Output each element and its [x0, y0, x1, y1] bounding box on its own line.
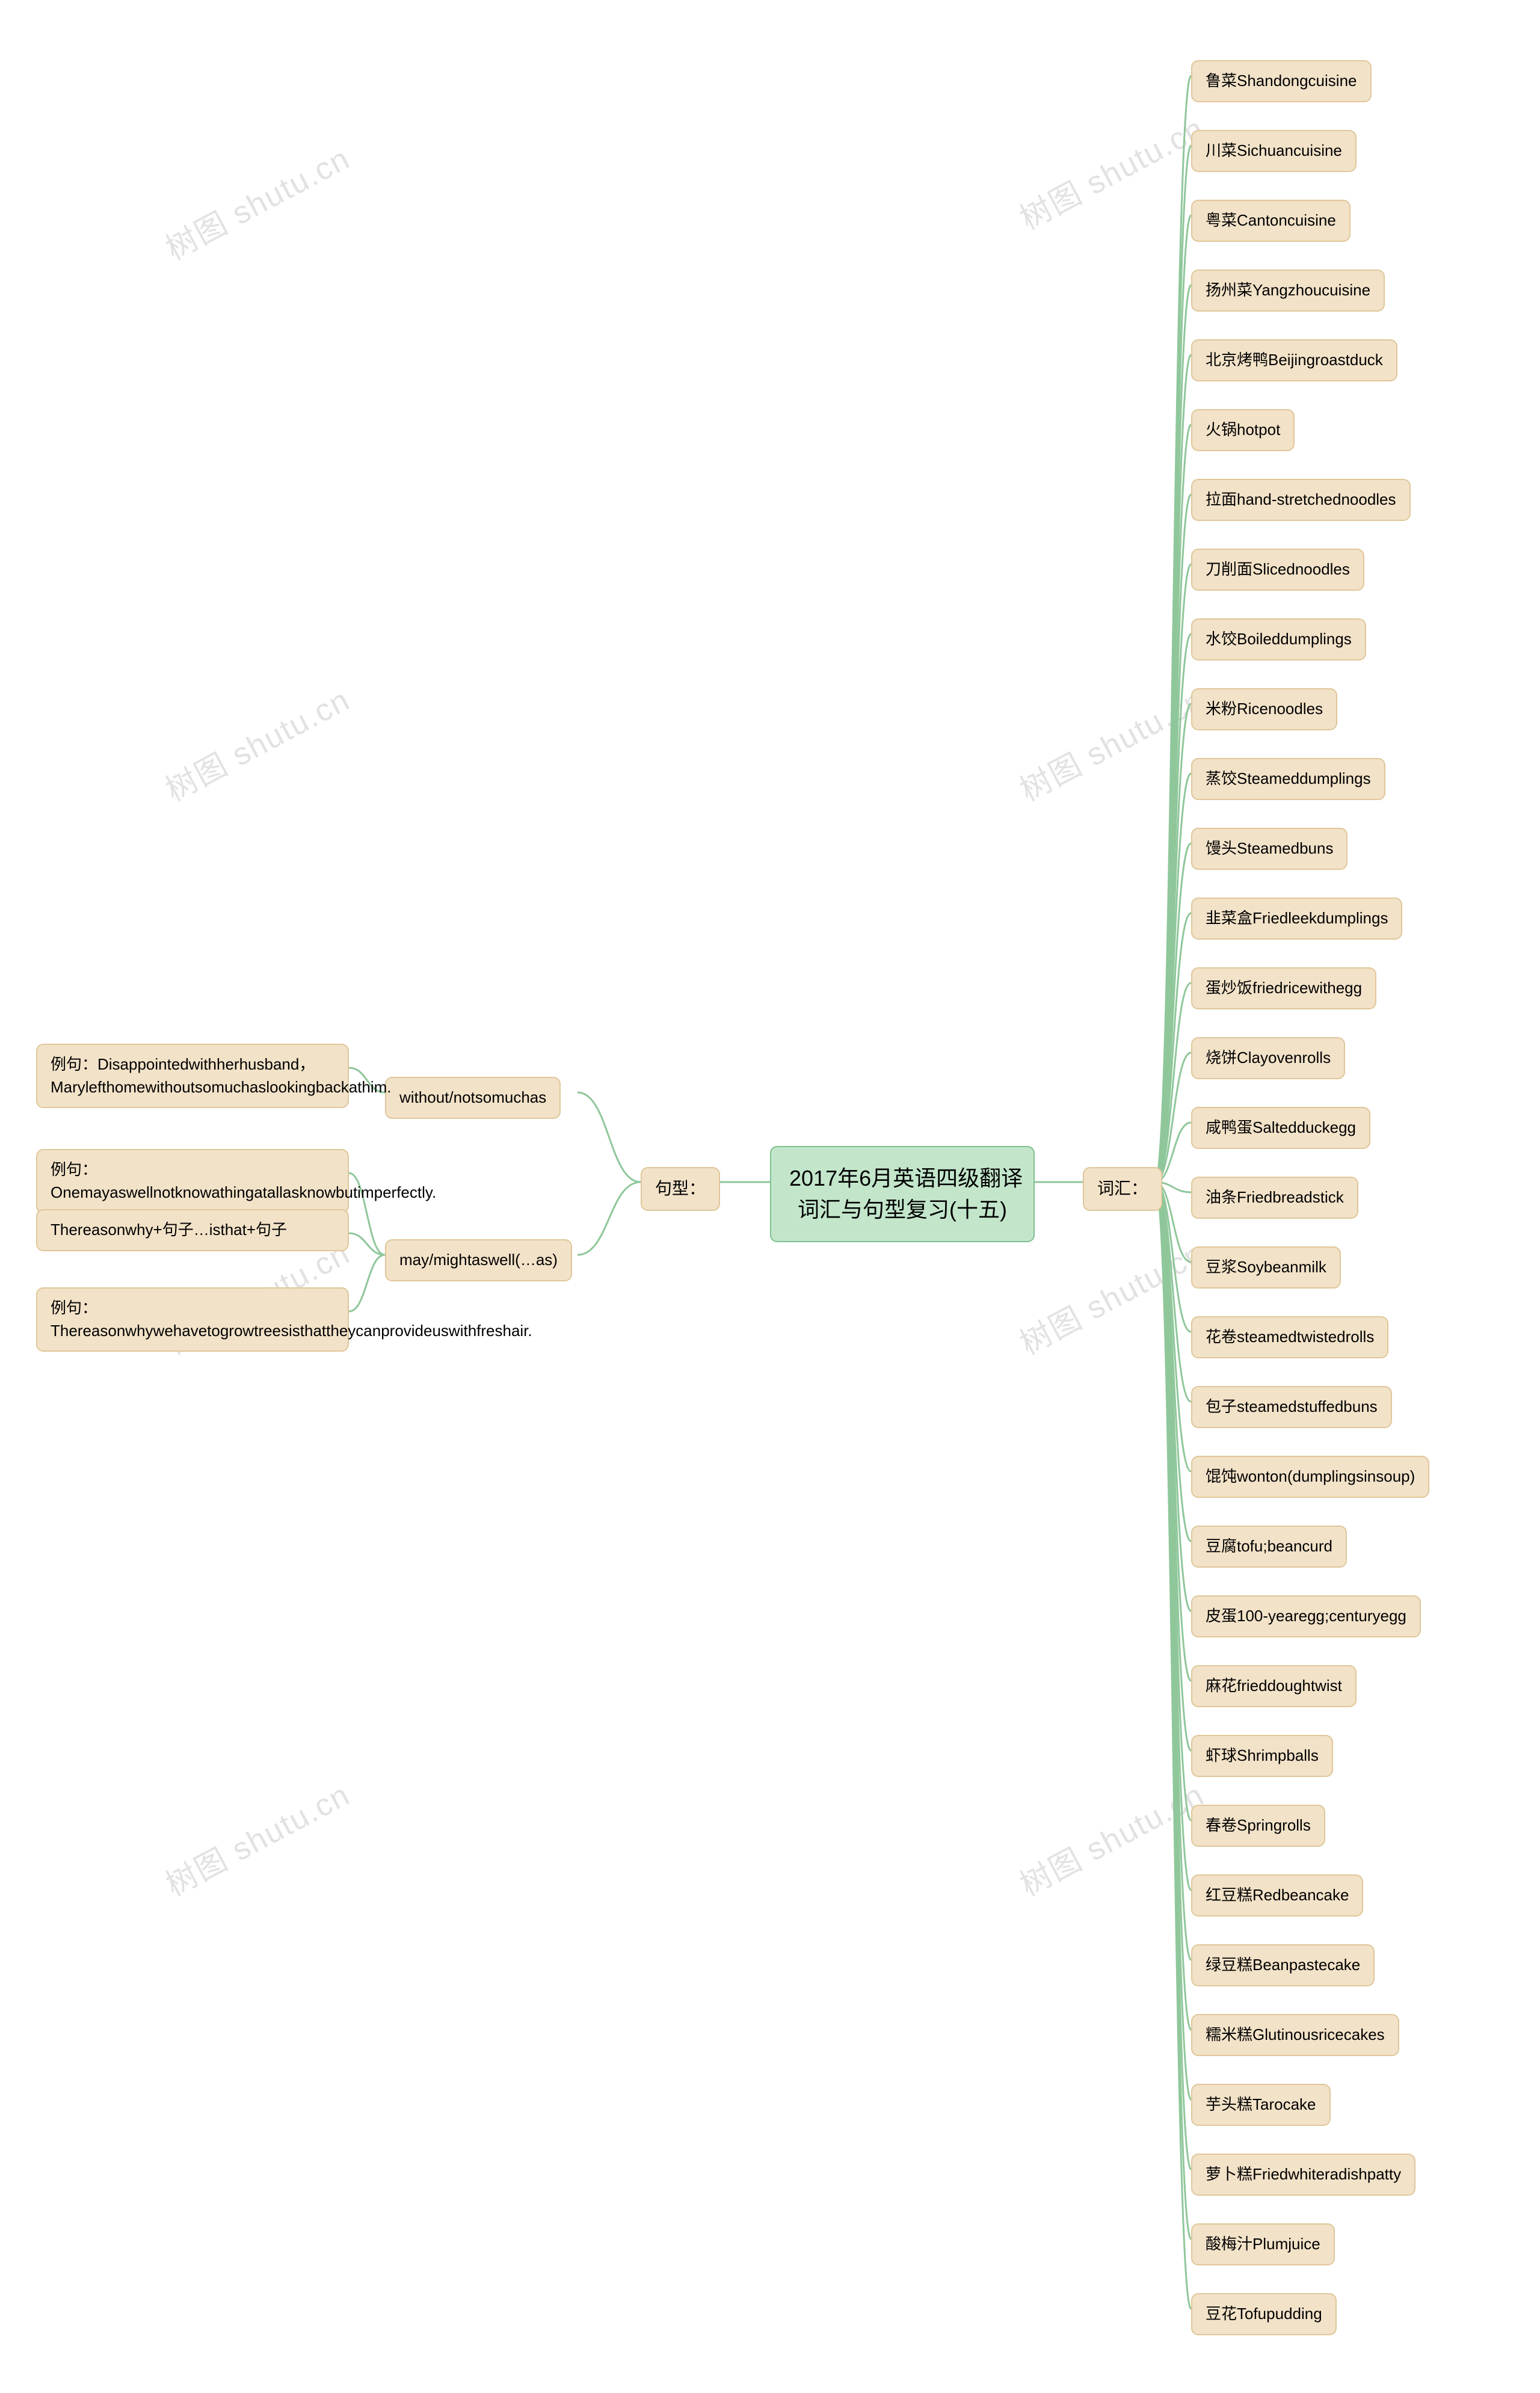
vocab-item: 蛋炒饭friedricewithegg	[1191, 967, 1376, 1009]
root-node: 2017年6月英语四级翻译 词汇与句型复习(十五)	[770, 1146, 1035, 1242]
branch-vocabulary: 词汇：	[1083, 1167, 1162, 1211]
vocab-item: 水饺Boileddumplings	[1191, 618, 1366, 661]
root-line2: 词汇与句型复习(十五)	[789, 1194, 1015, 1225]
vocab-item: 蒸饺Steameddumplings	[1191, 758, 1385, 800]
watermark: 树图 shutu.cn	[1011, 1770, 1211, 1905]
vocab-item: 酸梅汁Plumjuice	[1191, 2223, 1335, 2265]
watermark: 树图 shutu.cn	[156, 134, 357, 268]
watermark: 树图 shutu.cn	[156, 1770, 357, 1905]
branch-sentence-label: 句型：	[655, 1179, 706, 1198]
example-item: 例句：Thereasonwhywehavetogrowtreesisthatth…	[36, 1287, 349, 1352]
vocab-item: 刀削面Slicednoodles	[1191, 549, 1364, 591]
vocab-item: 火锅hotpot	[1191, 409, 1295, 451]
vocab-item: 芋头糕Tarocake	[1191, 2084, 1331, 2126]
vocab-item: 油条Friedbreadstick	[1191, 1177, 1358, 1219]
vocab-item: 豆花Tofupudding	[1191, 2293, 1337, 2335]
watermark: 树图 shutu.cn	[1011, 103, 1211, 238]
vocab-item: 川菜Sichuancuisine	[1191, 130, 1357, 172]
vocab-item: 拉面hand-stretchednoodles	[1191, 479, 1411, 521]
vocab-item: 米粉Ricenoodles	[1191, 688, 1337, 730]
vocab-item: 红豆糕Redbeancake	[1191, 1874, 1363, 1917]
vocab-item: 豆腐tofu;beancurd	[1191, 1526, 1347, 1568]
example-item: 例句：Onemayaswellnotknowathingatallasknowb…	[36, 1149, 349, 1213]
vocab-item: 皮蛋100-yearegg;centuryegg	[1191, 1595, 1421, 1637]
watermark: 树图 shutu.cn	[1011, 1228, 1211, 1363]
root-line1: 2017年6月英语四级翻译	[789, 1163, 1015, 1194]
watermark: 树图 shutu.cn	[156, 675, 357, 810]
sentence-pattern-2: may/mightaswell(…as)	[385, 1239, 572, 1281]
vocab-item: 馄饨wonton(dumplingsinsoup)	[1191, 1456, 1429, 1498]
vocab-item: 包子steamedstuffedbuns	[1191, 1386, 1392, 1428]
vocab-item: 萝卜糕Friedwhiteradishpatty	[1191, 2154, 1415, 2196]
vocab-item: 春卷Springrolls	[1191, 1805, 1325, 1847]
vocab-item: 豆浆Soybeanmilk	[1191, 1246, 1341, 1289]
vocab-item: 烧饼Clayovenrolls	[1191, 1037, 1345, 1079]
vocab-item: 花卷steamedtwistedrolls	[1191, 1316, 1388, 1358]
vocab-item: 咸鸭蛋Saltedduckegg	[1191, 1107, 1370, 1149]
branch-vocabulary-label: 词汇：	[1097, 1179, 1148, 1198]
vocab-item: 韭菜盒Friedleekdumplings	[1191, 898, 1402, 940]
vocab-item: 糯米糕Glutinousricecakes	[1191, 2014, 1399, 2056]
watermark: 树图 shutu.cn	[1011, 675, 1211, 810]
sentence-pattern-1: without/notsomuchas	[385, 1077, 561, 1119]
example-item: Thereasonwhy+句子…isthat+句子	[36, 1209, 349, 1251]
example-item: 例句：Disappointedwithherhusband，Maryleftho…	[36, 1044, 349, 1108]
vocab-item: 粤菜Cantoncuisine	[1191, 200, 1351, 242]
branch-sentence: 句型：	[641, 1167, 720, 1211]
vocab-item: 扬州菜Yangzhoucuisine	[1191, 269, 1385, 312]
vocab-item: 绿豆糕Beanpastecake	[1191, 1944, 1375, 1986]
vocab-item: 鲁菜Shandongcuisine	[1191, 60, 1372, 102]
vocab-item: 虾球Shrimpballs	[1191, 1735, 1333, 1777]
vocab-item: 馒头Steamedbuns	[1191, 828, 1348, 870]
vocab-item: 北京烤鸭Beijingroastduck	[1191, 339, 1397, 381]
vocab-item: 麻花frieddoughtwist	[1191, 1665, 1357, 1707]
